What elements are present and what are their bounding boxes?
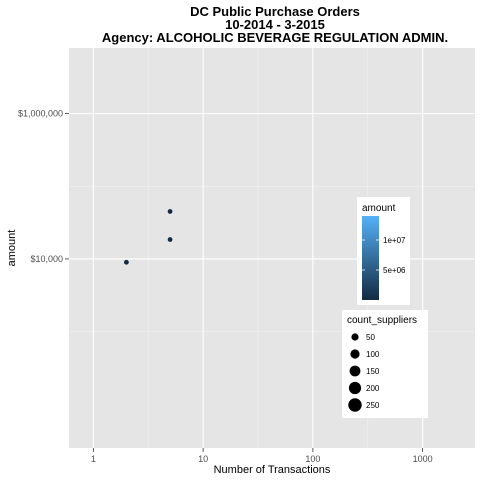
size-legend-label: 200: [366, 384, 380, 393]
chart-title-line-3: Agency: ALCOHOLIC BEVERAGE REGULATION AD…: [102, 30, 448, 45]
x-tick-label: 100: [305, 454, 320, 464]
color-legend-bar: [362, 216, 379, 300]
size-legend-title: count_suppliers: [347, 315, 417, 326]
size-legend-key: [351, 333, 359, 341]
x-axis-title: Number of Transactions: [214, 464, 331, 476]
size-legend-key: [348, 381, 362, 395]
x-tick-label: 1000: [413, 454, 433, 464]
size-legend-key: [349, 365, 361, 377]
size-legend: count_suppliers 50 100 150 200 250: [342, 310, 428, 418]
color-legend-label: 1e+07: [383, 236, 406, 245]
data-points: [123, 209, 173, 265]
x-tick-label: 10: [198, 454, 208, 464]
axis-ticks: 1 10 100 1000 $10,000 $1,000,000: [18, 109, 433, 464]
x-tick-label: 1: [91, 454, 96, 464]
size-legend-label: 250: [366, 401, 380, 410]
size-legend-label: 50: [366, 333, 375, 342]
color-legend-title: amount: [362, 203, 396, 214]
y-tick-label: $10,000: [30, 254, 63, 264]
size-legend-label: 100: [366, 350, 380, 359]
data-point: [123, 259, 129, 265]
data-point: [167, 237, 173, 242]
chart-title-line-1: DC Public Purchase Orders: [190, 4, 360, 19]
y-axis-title: amount: [6, 230, 18, 267]
color-legend-label: 5e+06: [383, 266, 406, 275]
size-legend-key: [350, 349, 360, 359]
color-legend: amount 5e+06 1e+07: [357, 197, 410, 305]
chart-title-line-2: 10-2014 - 3-2015: [225, 17, 325, 32]
size-legend-key: [348, 398, 362, 412]
size-legend-label: 150: [366, 367, 380, 376]
y-tick-label: $1,000,000: [18, 109, 63, 119]
data-point: [167, 209, 173, 214]
